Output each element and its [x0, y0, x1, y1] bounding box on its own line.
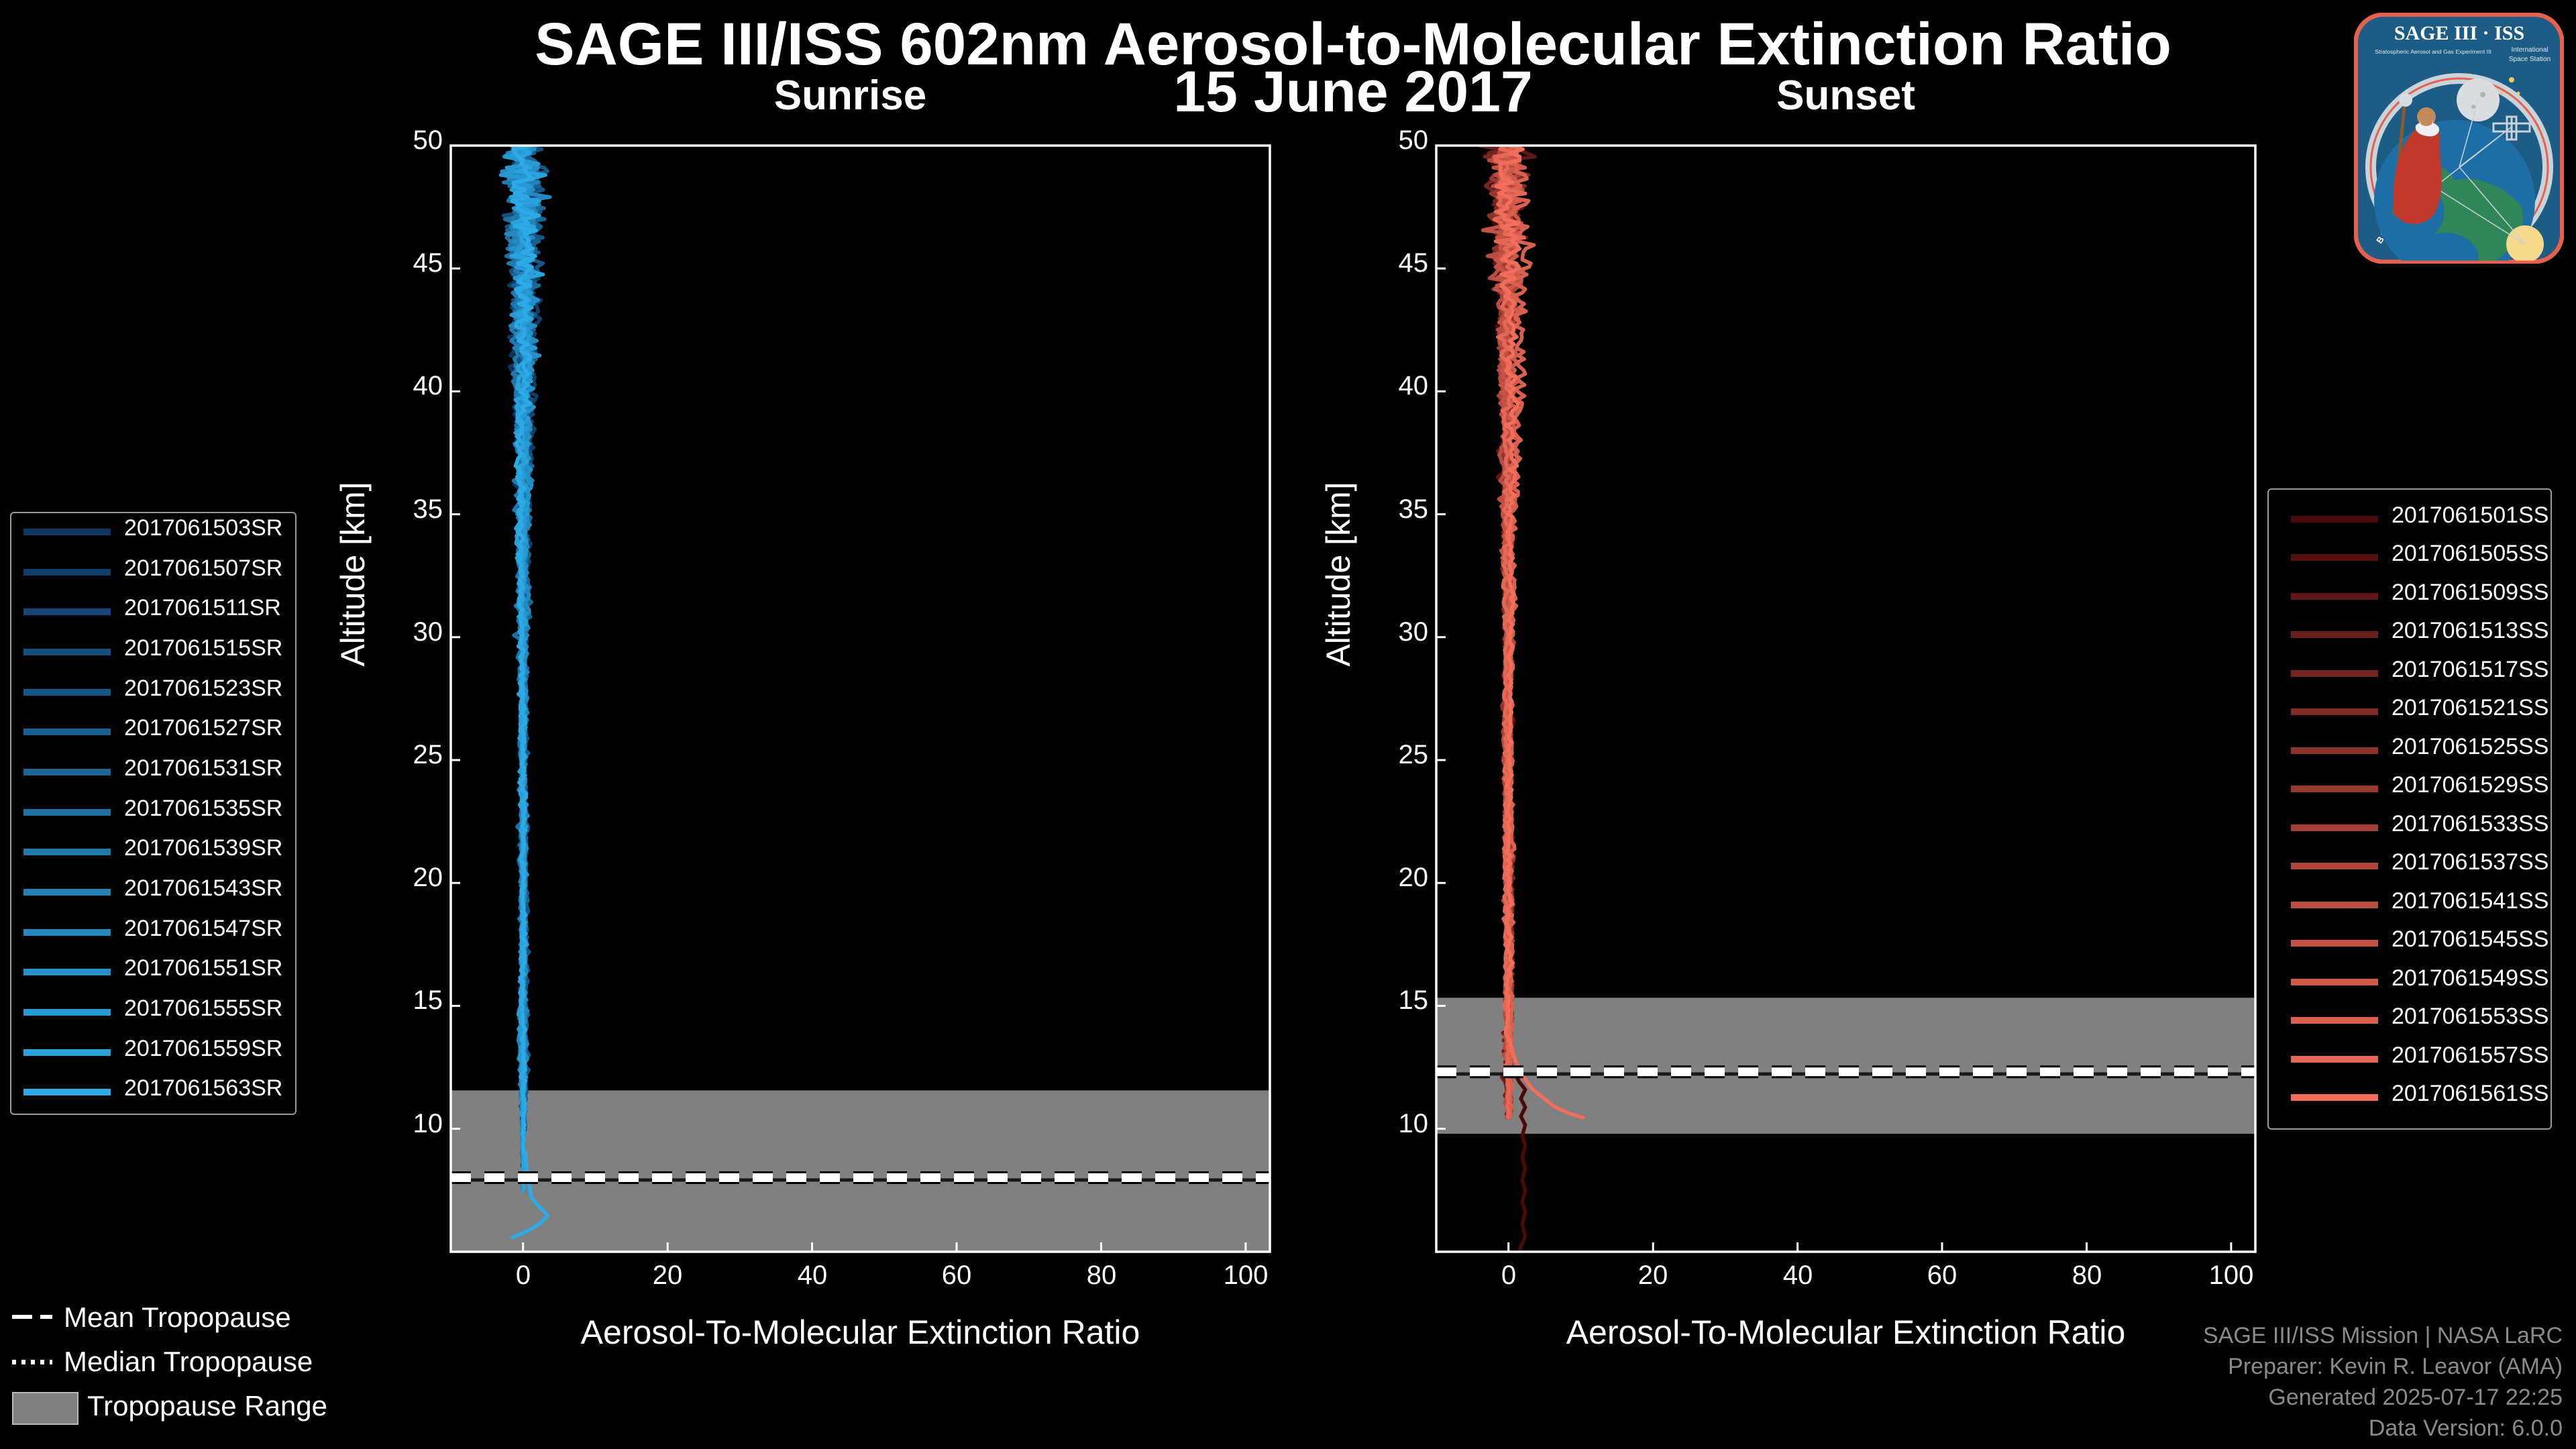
- svg-text:SAGE III · ISS: SAGE III · ISS: [2394, 22, 2524, 44]
- svg-text:Stratospheric Aerosol and Gas: Stratospheric Aerosol and Gas Experiment…: [2375, 48, 2491, 55]
- svg-text:Space Station: Space Station: [2509, 56, 2551, 63]
- svg-text:International: International: [2511, 46, 2548, 54]
